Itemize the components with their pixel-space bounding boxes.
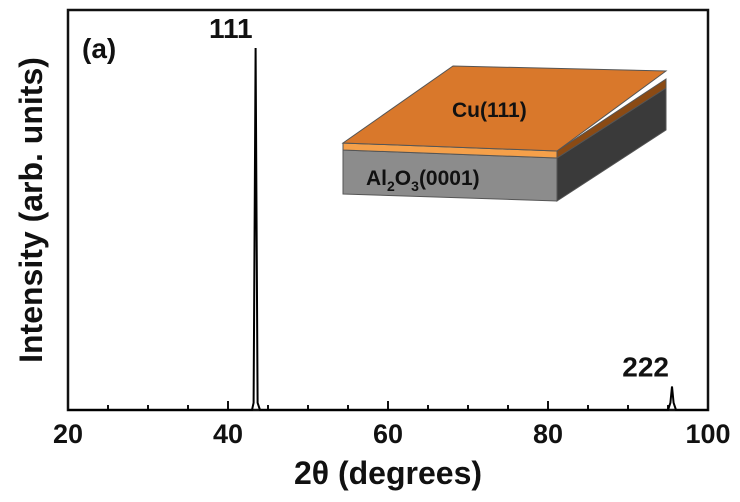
x-axis-tick-labels: 20 40 60 80 100 <box>53 419 731 449</box>
panel-label: (a) <box>82 33 116 64</box>
substrate-label-sub2: 2 <box>387 178 395 194</box>
x-axis-ticks <box>67 401 709 410</box>
x-tick-label: 20 <box>53 419 83 449</box>
substrate-label: Al2O3(0001) <box>366 167 480 194</box>
x-tick-label: 80 <box>533 419 563 449</box>
film-top-face <box>341 65 668 152</box>
x-tick-label: 40 <box>213 419 243 449</box>
peak-annotations: 111 222 <box>209 13 669 382</box>
series-line <box>68 47 708 411</box>
peak-label: 222 <box>622 351 669 382</box>
x-tick-label: 60 <box>373 419 403 449</box>
substrate-label-plane: (0001) <box>419 167 480 190</box>
y-axis-title: Intensity (arb. units) <box>13 57 49 363</box>
peak-label: 111 <box>209 13 253 44</box>
substrate-label-al: Al <box>366 167 387 190</box>
x-tick-label: 100 <box>685 419 730 449</box>
substrate-label-o: O <box>395 167 411 190</box>
inset-diagram: Cu(111) Al2O3(0001) <box>341 65 668 202</box>
x-axis-title: 2θ (degrees) <box>294 455 482 491</box>
film-label: Cu(111) <box>452 99 527 122</box>
substrate-label-sub3: 3 <box>411 178 419 194</box>
